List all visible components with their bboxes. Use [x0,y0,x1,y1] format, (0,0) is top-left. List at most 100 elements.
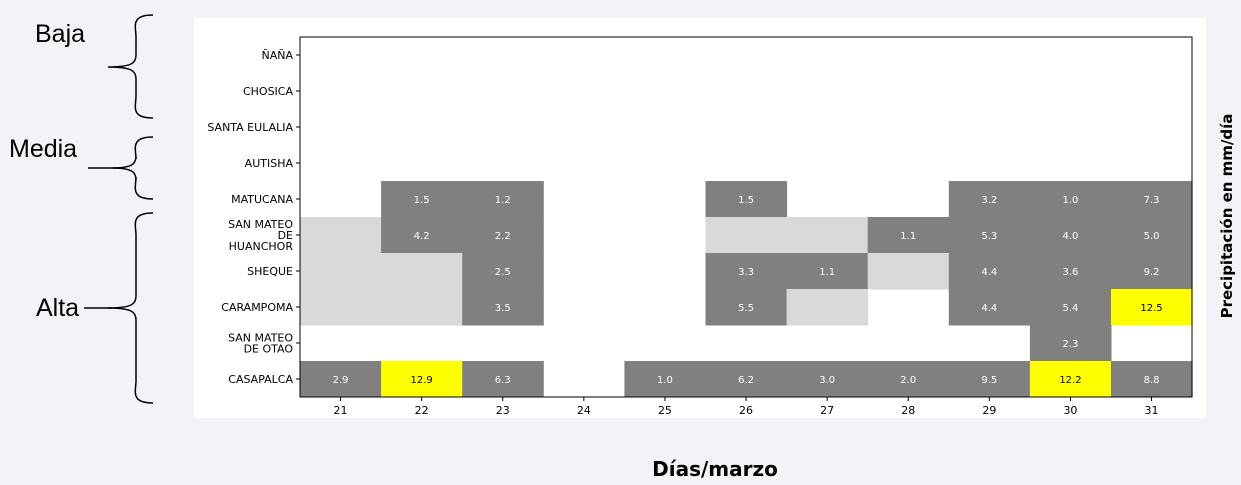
cell-value-label: 5.5 [738,303,754,314]
cell-value-label: 1.2 [495,195,511,206]
x-tick-label: 27 [820,404,834,417]
x-tick-label: 24 [577,404,591,417]
heatmap-cell [705,253,788,290]
y-tick-label: MATUCANA [231,193,293,206]
x-axis-title: Días/marzo [652,457,778,481]
heatmap-cell [948,253,1031,290]
cell-value-label: 5.4 [1062,303,1078,314]
heatmap-cell [300,253,382,290]
cell-value-label: 7.3 [1144,195,1160,206]
heatmap-cell [381,289,463,326]
heatmap-cell [462,181,544,218]
cell-value-label: 8.8 [1144,375,1160,386]
heatmap-cell [1029,181,1112,218]
cell-value-label: 4.0 [1062,231,1078,242]
heatmap-cell [381,253,463,290]
x-tick-label: 25 [658,404,672,417]
heatmap-cell [300,289,382,326]
cell-value-label: 6.3 [495,375,511,386]
group-brace [107,14,154,119]
group-label: Baja [35,20,85,48]
cell-value-label: 2.9 [333,375,349,386]
heatmap-cell [1111,361,1193,398]
group-brace [107,212,154,404]
x-tick-label: 26 [739,404,753,417]
heatmap-cell [705,217,788,254]
cell-value-label: 2.5 [495,267,511,278]
heatmap-cell [1111,253,1193,290]
heatmap-cell [786,361,869,398]
cell-value-label: 2.3 [1062,339,1078,350]
heatmap-cell [705,181,788,218]
heatmap-cell [462,361,544,398]
x-tick-label: 30 [1063,404,1077,417]
cell-value-label: 4.4 [981,267,997,278]
heatmap-cell [1111,217,1193,254]
y-tick-label: ÑAÑA [261,49,293,62]
cell-value-label: 12.2 [1059,375,1081,386]
y-tick-label: SANTA EULALIA [207,121,293,134]
heatmap-cell [300,361,382,398]
cell-value-label: 6.2 [738,375,754,386]
heatmap-cell [1111,181,1193,218]
cell-value-label: 5.0 [1144,231,1160,242]
heatmap-cell [462,289,544,326]
heatmap-cell [705,361,788,398]
heatmap-cell [867,217,950,254]
x-tick-label: 21 [334,404,348,417]
heatmap-cell [786,217,869,254]
cell-value-label: 2.2 [495,231,511,242]
heatmap-cell [786,289,869,326]
y-tick-label: SAN MATEO DE OTAO [228,332,293,356]
cell-value-label: 1.0 [1062,195,1078,206]
heatmap-cell [786,253,869,290]
cell-value-label: 1.1 [900,231,916,242]
cell-value-label: 4.2 [414,231,430,242]
x-tick-label: 22 [415,404,429,417]
cell-value-label: 1.1 [819,267,835,278]
heatmap-cell [948,217,1031,254]
heatmap-cell [300,217,382,254]
y-tick-label: CARAMPOMA [221,301,293,314]
heatmap-cell [867,361,950,398]
heatmap-cell [381,181,463,218]
cell-value-label: 3.2 [981,195,997,206]
heatmap-cell [948,361,1031,398]
heatmap-cell [381,361,463,398]
heatmap-cell [624,361,706,398]
heatmap-cell [867,253,950,290]
cell-value-label: 5.3 [981,231,997,242]
heatmap-cell [1029,361,1112,398]
cell-value-label: 1.0 [657,375,673,386]
cell-value-label: 1.5 [738,195,754,206]
x-tick-label: 23 [496,404,510,417]
cell-value-label: 4.4 [981,303,997,314]
cell-value-label: 12.5 [1140,303,1162,314]
cell-value-label: 1.5 [414,195,430,206]
colorbar-label: Precipitación en mm/día [1218,114,1236,319]
group-label: Media [9,135,77,163]
group-brace [111,136,154,200]
heatmap-cell [1029,253,1112,290]
x-tick-label: 29 [982,404,996,417]
heatmap-cell [948,289,1031,326]
cell-value-label: 12.9 [411,375,433,386]
cell-value-label: 9.5 [981,375,997,386]
y-tick-label: CHOSICA [243,85,294,98]
cell-value-label: 9.2 [1144,267,1160,278]
cell-value-label: 3.3 [738,267,754,278]
heatmap-cell [381,217,463,254]
y-tick-label: SAN MATEO DE HUANCHOR [228,218,293,253]
y-tick-label: AUTISHA [245,157,294,170]
y-tick-label: CASAPALCA [228,373,293,386]
cell-value-label: 3.0 [819,375,835,386]
heatmap-cell [462,217,544,254]
heatmap-cell [1029,325,1112,362]
group-label: Alta [36,294,79,322]
x-tick-label: 28 [901,404,915,417]
cell-value-label: 3.5 [495,303,511,314]
heatmap-cell [462,253,544,290]
y-tick-label: SHEQUE [247,265,293,278]
heatmap-cell [1111,289,1193,326]
